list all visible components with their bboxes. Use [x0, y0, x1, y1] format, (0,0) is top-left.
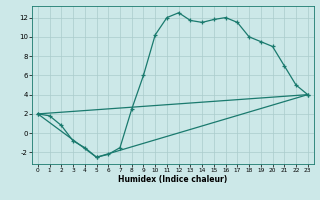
X-axis label: Humidex (Indice chaleur): Humidex (Indice chaleur) [118, 175, 228, 184]
